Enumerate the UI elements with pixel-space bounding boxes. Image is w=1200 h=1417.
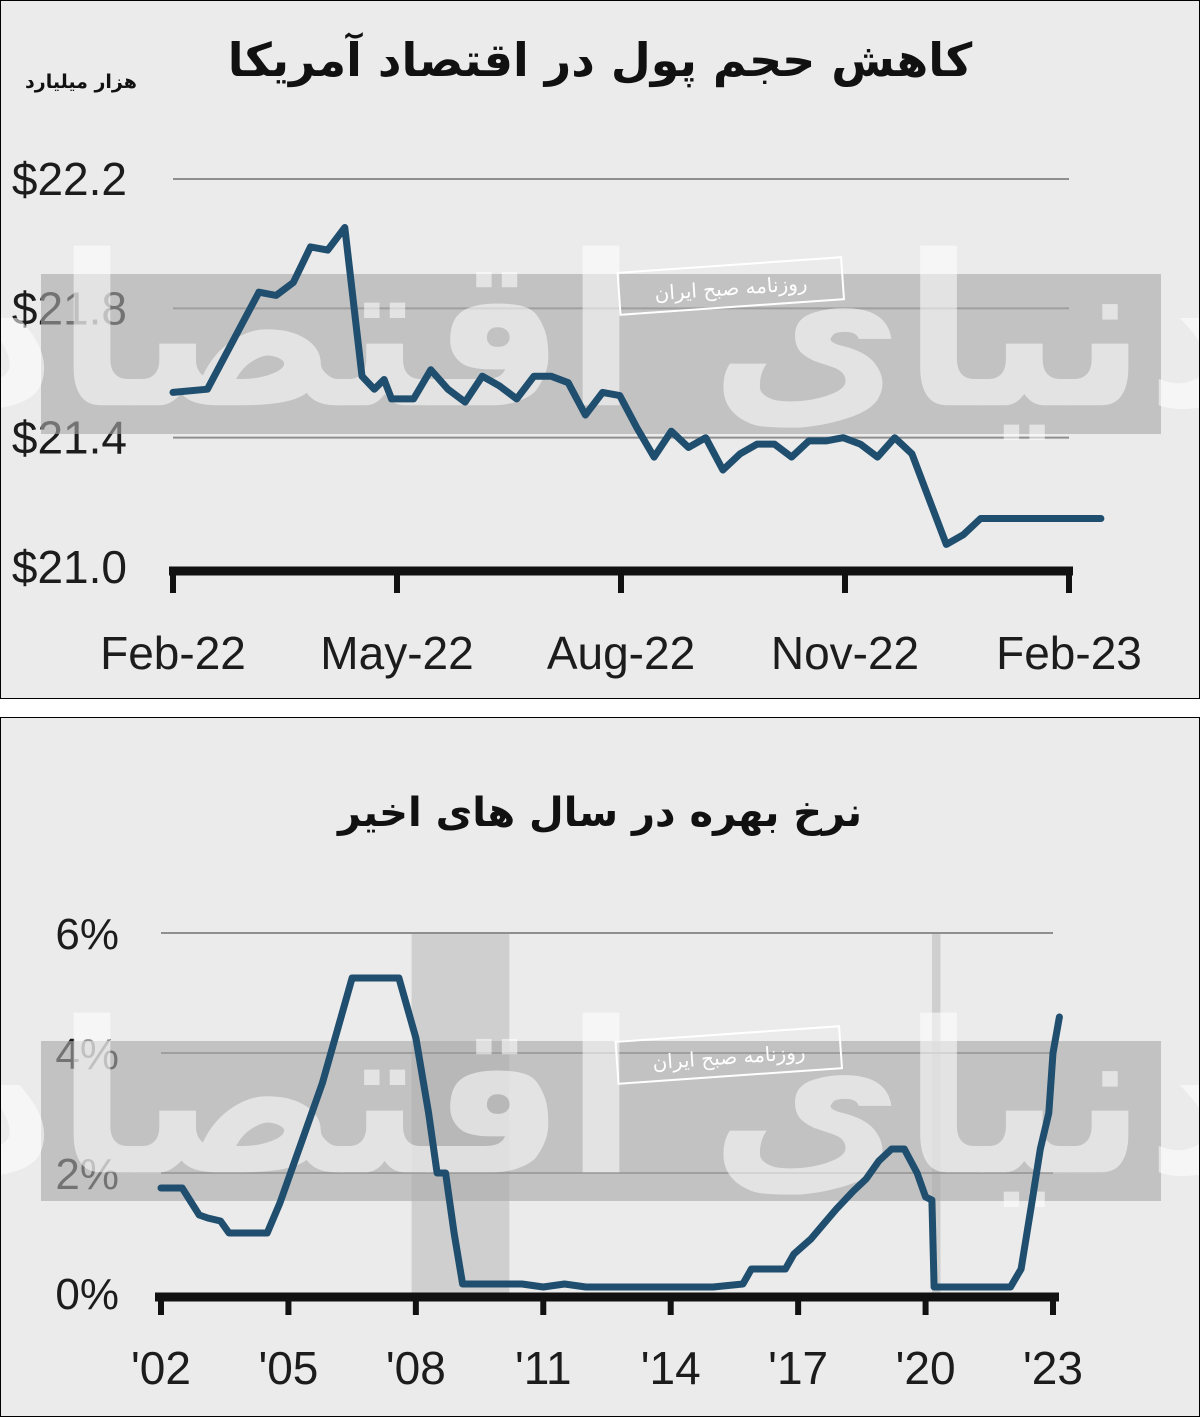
x-tick-label: '08 [386,1342,446,1394]
x-tick-label: '05 [258,1342,318,1394]
money-supply-unit-label: هزار میلیارد [25,71,137,93]
y-tick-label: $21.0 [12,541,127,593]
watermark-stamp-border [616,256,846,316]
watermark-brand: دنیای اقتصاد [1,210,1199,455]
watermark-band [41,1041,1161,1201]
x-tick-label: Nov-22 [771,627,919,679]
y-tick-label: 0% [55,1270,119,1319]
x-tick-label: '14 [641,1342,701,1394]
x-tick-label: May-22 [320,627,473,679]
money-supply-chart-panel: کاهش حجم پول در اقتصاد آمریکا هزار میلیا… [0,0,1200,699]
x-tick-label: '23 [1023,1342,1083,1394]
x-tick-label: '11 [515,1342,572,1394]
interest-rate-chart-panel: نرخ بهره در سال های اخیر 6%4%2%0%دنیای ا… [0,717,1200,1417]
x-tick-label: '17 [768,1342,828,1394]
money-supply-line [169,224,1105,548]
money-supply-chart-title: کاهش حجم پول در اقتصاد آمریکا [227,33,973,87]
x-tick-label: Feb-23 [996,627,1142,679]
y-tick-label: $22.2 [12,153,127,205]
interest-rate-line [157,974,1063,1291]
x-tick-label: '02 [131,1342,191,1394]
watermark-stamp-border [614,1025,844,1085]
x-tick-label: '20 [896,1342,956,1394]
y-tick-label: 6% [55,910,119,959]
x-tick-label: Feb-22 [100,627,246,679]
x-tick-label: Aug-22 [547,627,695,679]
interest-rate-chart-title: نرخ بهره در سال های اخیر [337,790,863,836]
watermark-brand: دنیای اقتصاد [1,977,1199,1222]
